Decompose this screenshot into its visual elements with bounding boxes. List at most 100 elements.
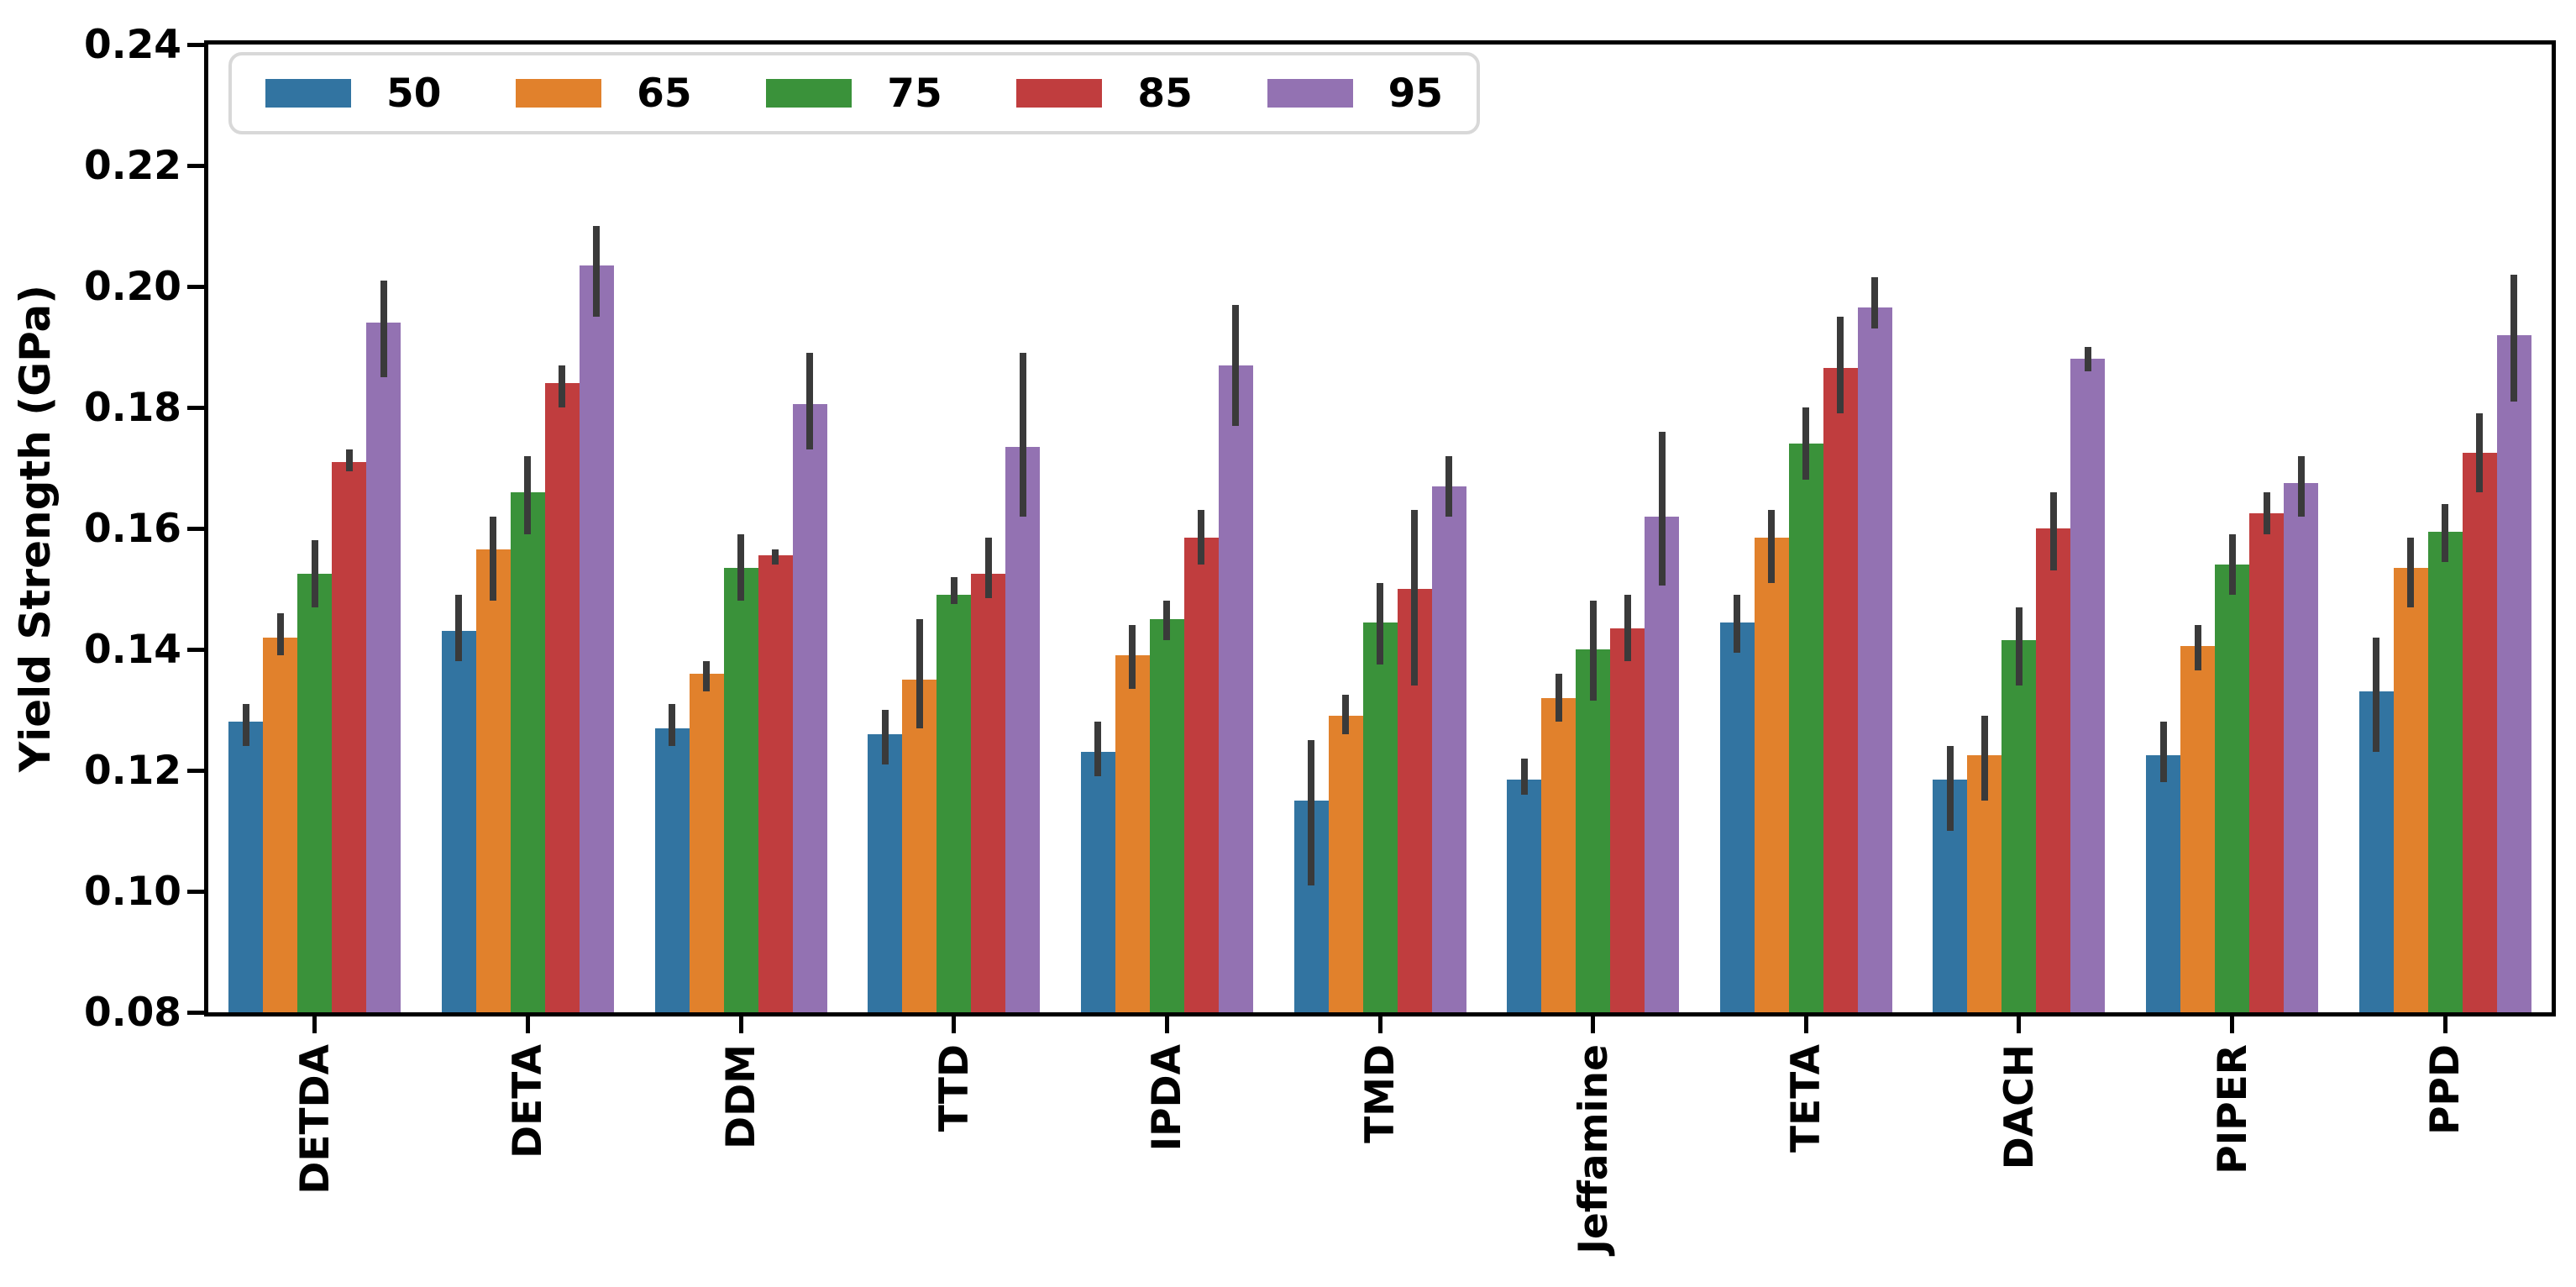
- error-bar-dach-65: [1981, 716, 1988, 801]
- spine-bottom: [204, 1012, 2556, 1016]
- bar-ipda-95: [1218, 365, 1253, 1012]
- bar-teta-50: [1719, 622, 1755, 1012]
- error-bar-ppd-85: [2476, 413, 2484, 492]
- x-tick: [2230, 1016, 2235, 1033]
- error-bar-dach-85: [2049, 491, 2057, 571]
- x-tick-label: DETDA: [291, 1044, 338, 1195]
- error-bar-tmd-85: [1411, 510, 1418, 686]
- y-tick: [187, 284, 204, 289]
- error-bar-deta-75: [524, 455, 532, 535]
- legend-item-85: 85: [1016, 74, 1193, 113]
- bar-deta-75: [510, 491, 545, 1012]
- error-bar-ddm-65: [703, 661, 711, 692]
- error-bar-detda-85: [345, 449, 353, 471]
- bar-tmd-65: [1328, 716, 1363, 1012]
- bar-detda-85: [332, 461, 367, 1012]
- legend-item-95: 95: [1267, 74, 1443, 113]
- legend: 50 65 75 85 95: [228, 52, 1480, 134]
- error-bar-dach-50: [1946, 746, 1954, 831]
- error-bar-tmd-65: [1342, 695, 1349, 734]
- error-bar-jeffamine-65: [1555, 673, 1562, 722]
- bar-ppd-95: [2496, 334, 2531, 1012]
- x-tick-label: TETA: [1783, 1044, 1830, 1153]
- bar-dach-95: [2070, 359, 2106, 1012]
- bar-detda-65: [263, 637, 298, 1012]
- y-tick: [187, 889, 204, 894]
- bar-deta-85: [544, 383, 580, 1012]
- legend-swatch-65: [516, 79, 602, 108]
- error-bar-teta-50: [1734, 595, 1741, 653]
- x-tick: [2017, 1016, 2022, 1033]
- error-bar-ddm-75: [737, 534, 745, 601]
- bar-jeffamine-95: [1645, 516, 1680, 1012]
- bar-ddm-85: [758, 555, 793, 1012]
- bar-ttd-50: [868, 733, 903, 1012]
- bar-ppd-85: [2462, 453, 2497, 1012]
- bar-ppd-65: [2393, 567, 2428, 1012]
- error-bar-ttd-85: [984, 537, 992, 598]
- legend-item-50: 50: [265, 74, 441, 113]
- error-bar-detda-95: [380, 280, 387, 377]
- bar-ddm-50: [654, 728, 690, 1012]
- bar-ttd-95: [1005, 446, 1041, 1012]
- y-tick-label: 0.14: [84, 627, 181, 673]
- error-bar-piper-85: [2263, 491, 2270, 535]
- bar-deta-65: [475, 549, 511, 1012]
- y-tick: [187, 768, 204, 773]
- bar-tmd-75: [1362, 622, 1398, 1012]
- x-tick: [525, 1016, 530, 1033]
- legend-item-65: 65: [516, 74, 692, 113]
- x-tick-label: DETA: [505, 1044, 552, 1158]
- error-bar-ddm-95: [806, 353, 814, 450]
- bar-piper-75: [2215, 565, 2250, 1012]
- bar-piper-50: [2146, 755, 2181, 1012]
- error-bar-deta-50: [455, 595, 463, 662]
- error-bar-ppd-75: [2442, 504, 2449, 562]
- y-tick-label: 0.18: [84, 385, 181, 431]
- x-tick-label: TMD: [1357, 1044, 1403, 1143]
- x-tick: [1803, 1016, 1808, 1033]
- y-tick-label: 0.10: [84, 869, 181, 915]
- error-bar-teta-75: [1802, 407, 1810, 481]
- error-bar-jeffamine-85: [1624, 595, 1631, 662]
- bar-jeffamine-75: [1576, 649, 1611, 1012]
- x-tick: [1164, 1016, 1169, 1033]
- bar-ipda-75: [1149, 619, 1184, 1012]
- error-bar-detda-65: [276, 612, 284, 656]
- bar-teta-65: [1754, 537, 1789, 1012]
- y-tick: [187, 42, 204, 47]
- bar-teta-85: [1823, 368, 1858, 1012]
- error-bar-ttd-65: [916, 619, 923, 728]
- error-bar-ipda-50: [1094, 722, 1102, 777]
- error-bar-ddm-50: [669, 703, 676, 747]
- bar-detda-50: [228, 722, 264, 1012]
- x-tick-label: PPD: [2422, 1044, 2469, 1135]
- bar-deta-95: [579, 265, 614, 1012]
- error-bar-dach-95: [2084, 347, 2091, 371]
- error-bar-piper-95: [2297, 455, 2305, 517]
- x-tick: [952, 1016, 957, 1033]
- legend-swatch-95: [1267, 79, 1353, 108]
- bar-dach-85: [2036, 528, 2071, 1012]
- spine-top: [204, 40, 2556, 45]
- y-tick-label: 0.22: [84, 143, 181, 189]
- bar-ddm-75: [723, 567, 758, 1012]
- bar-deta-50: [441, 631, 476, 1012]
- y-tick-label: 0.16: [84, 506, 181, 552]
- error-bar-ipda-95: [1232, 304, 1240, 426]
- error-bar-tmd-50: [1308, 740, 1314, 885]
- error-bar-ipda-85: [1198, 510, 1205, 565]
- x-tick-label: TTD: [931, 1044, 978, 1132]
- error-bar-piper-75: [2228, 534, 2236, 596]
- x-tick: [1591, 1016, 1596, 1033]
- y-tick-label: 0.08: [84, 990, 181, 1036]
- x-tick: [1377, 1016, 1382, 1033]
- x-tick: [2442, 1016, 2447, 1033]
- error-bar-jeffamine-50: [1520, 758, 1528, 795]
- spine-left: [204, 40, 208, 1016]
- bar-ppd-75: [2427, 531, 2463, 1012]
- legend-label-75: 75: [887, 70, 942, 117]
- error-bar-deta-85: [559, 365, 566, 407]
- bar-ttd-65: [902, 680, 937, 1012]
